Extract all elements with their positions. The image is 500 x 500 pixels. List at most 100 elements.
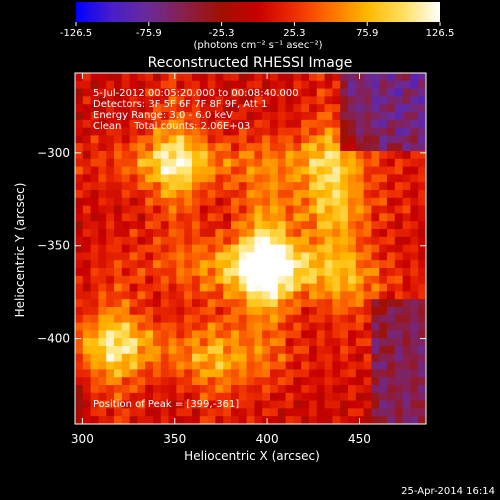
heatmap-cell [332,80,341,90]
heatmap-cell [192,283,201,292]
heatmap-cell [231,229,240,238]
heatmap-cell [410,73,419,82]
heatmap-cell [199,353,209,363]
heatmap-cell [98,291,107,300]
heatmap-cell [340,307,349,316]
heatmap-cell [207,104,216,113]
heatmap-cell [223,205,232,214]
heatmap-cell [301,166,310,175]
heatmap-cell [277,158,287,168]
heatmap-cell [199,229,209,238]
heatmap-cell [309,275,318,285]
heatmap-cell [129,197,138,207]
heatmap-cell [379,119,388,129]
heatmap-cell [223,416,232,424]
heatmap-cell [176,213,185,222]
heatmap-cell [340,205,349,214]
heatmap-cell [371,338,380,347]
heatmap-cell [176,96,185,105]
heatmap-cell [176,190,185,199]
heatmap-cell [145,275,154,285]
heatmap-cell [215,221,224,230]
heatmap-cell [371,353,380,363]
heatmap-cell [309,119,318,129]
heatmap-cell [309,346,318,355]
heatmap-cell [316,314,326,324]
heatmap-cell [207,400,216,409]
heatmap-cell [168,330,177,339]
heatmap-cell [137,353,146,363]
heatmap-cell [223,338,232,347]
heatmap-cell [402,260,411,269]
heatmap-cell [129,80,138,90]
heatmap-cell [114,236,123,246]
heatmap-cell [316,330,326,339]
heatmap-cell [316,244,326,253]
heatmap-cell [246,322,255,331]
heatmap-cell [114,330,123,339]
heatmap-cell [402,291,411,300]
heatmap-cell [332,361,341,370]
heatmap-cell [254,369,263,378]
heatmap-cell [90,260,99,269]
heatmap-cell [121,307,131,316]
heatmap-cell [270,338,279,347]
heatmap-cell [106,80,115,90]
heatmap-cell [293,268,302,277]
heatmap-cell [402,322,411,331]
heatmap-cell [199,361,209,370]
heatmap-cell [137,283,146,292]
heatmap-cell [293,322,302,331]
heatmap-cell [184,197,193,207]
heatmap-cell [145,299,154,308]
heatmap-cell [418,88,426,97]
heatmap-cell [121,135,131,144]
heatmap-cell [184,119,193,129]
heatmap-cell [355,151,365,160]
heatmap-cell [262,392,271,402]
heatmap-cell [309,322,318,331]
heatmap-cell [82,377,92,386]
heatmap-cell [106,205,115,214]
heatmap-cell [324,88,333,97]
heatmap-cell [371,88,380,97]
heatmap-cell [410,307,419,316]
heatmap-cell [363,330,372,339]
heatmap-cell [199,213,209,222]
heatmap-cell [207,166,216,175]
heatmap-cell [340,182,349,191]
heatmap-cell [363,338,372,347]
heatmap-cell [394,143,404,152]
heatmap-cell [332,229,341,238]
heatmap-cell [418,291,426,300]
colorbar-ticks: -126.5 -75.9 -25.3 25.3 75.9 126.5 [60,22,454,39]
heatmap-cell [262,291,271,300]
heatmap-cell [309,260,318,269]
heatmap-cell [168,213,177,222]
heatmap-cell [90,252,99,261]
heatmap-cell [379,416,388,424]
heatmap-cell [418,353,426,363]
heatmap-cell [355,275,365,285]
heatmap-cell [82,112,92,121]
heatmap-cell [270,385,279,394]
heatmap-cell [75,377,84,386]
heatmap-cell [293,88,302,97]
heatmap-cell [363,104,372,113]
y-tick-label: −350 [37,239,70,253]
heatmap-cell [301,229,310,238]
heatmap-cell [114,338,123,347]
heatmap-cell [348,151,357,160]
heatmap-cell [106,229,115,238]
heatmap-cell [145,330,154,339]
heatmap-cell [82,190,92,199]
heatmap-cell [246,291,255,300]
heatmap-cell [394,112,404,121]
heatmap-cell [231,392,240,402]
heatmap-cell [418,408,426,417]
heatmap-cell [184,174,193,183]
heatmap-cell [309,361,318,370]
heatmap-cell [137,330,146,339]
heatmap-cell [348,80,357,90]
heatmap-cell [332,330,341,339]
